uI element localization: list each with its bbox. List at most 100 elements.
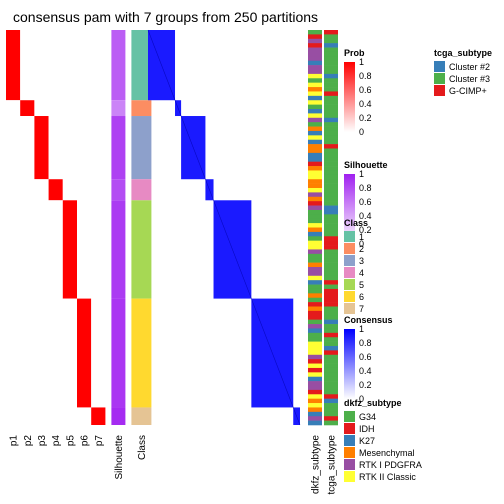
class-legend-title: Class bbox=[344, 218, 368, 228]
dkfz-subtype-cell bbox=[308, 328, 322, 334]
dkfz-subtype-cell bbox=[308, 416, 322, 421]
prob-cell bbox=[77, 200, 92, 299]
dkfz-subtype-cell bbox=[308, 148, 322, 154]
prob-cell bbox=[62, 100, 77, 117]
dkfz-subtype-cell bbox=[308, 174, 322, 180]
tcga-legend-swatch bbox=[434, 61, 445, 72]
class-cell bbox=[131, 200, 152, 299]
dkfz-subtype-cell bbox=[308, 376, 322, 382]
prob-legend-tick: 0.8 bbox=[359, 71, 372, 81]
silhouette-legend-tick: 0.6 bbox=[359, 197, 372, 207]
dkfz-subtype-cell bbox=[308, 310, 322, 316]
prob-cell bbox=[48, 100, 63, 117]
dkfz-subtype-cell bbox=[308, 51, 322, 57]
tcga-subtype-cell bbox=[324, 122, 338, 127]
tcga-subtype-cell bbox=[324, 113, 338, 119]
tcga-subtype-cell bbox=[324, 407, 338, 413]
silhouette-column-label: Silhouette bbox=[114, 435, 125, 480]
tcga-subtype-cell bbox=[324, 284, 338, 290]
dkfz-subtype-cell bbox=[308, 324, 322, 329]
silhouette-cell bbox=[111, 30, 126, 101]
class-legend-swatch bbox=[344, 267, 355, 278]
tcga-subtype-cell bbox=[324, 367, 338, 373]
dkfz-subtype-cell bbox=[308, 223, 322, 228]
tcga-subtype-cell bbox=[324, 139, 338, 145]
prob-cell bbox=[62, 298, 77, 408]
consensus-legend-tick: 0.2 bbox=[359, 380, 372, 390]
tcga-subtype-cell bbox=[324, 306, 338, 312]
tcga-subtype-cell bbox=[324, 403, 338, 408]
tcga-subtype-cell bbox=[324, 78, 338, 83]
prob-cell bbox=[48, 30, 63, 101]
tcga-subtype-cell bbox=[324, 135, 338, 141]
dkfz-subtype-cell bbox=[308, 73, 322, 79]
dkfz-subtype-cell bbox=[308, 381, 322, 386]
prob-cell bbox=[6, 30, 21, 101]
tcga-subtype-cell bbox=[324, 398, 338, 404]
prob-cell bbox=[20, 179, 35, 201]
tcga-subtype-cell bbox=[324, 166, 338, 171]
prob-cell bbox=[20, 116, 35, 180]
class-cell bbox=[131, 100, 152, 117]
tcga-subtype-cell bbox=[324, 95, 338, 101]
class-legend-label: 7 bbox=[359, 304, 364, 314]
tcga-legend-label: G-CIMP+ bbox=[449, 86, 487, 96]
prob-legend-gradient bbox=[344, 62, 355, 132]
tcga-subtype-cell bbox=[324, 82, 338, 88]
tcga-subtype-cell bbox=[324, 188, 338, 193]
class-legend-label: 2 bbox=[359, 244, 364, 254]
prob-cell bbox=[48, 407, 63, 425]
prob-column-label: p3 bbox=[37, 435, 48, 447]
tcga-subtype-cell bbox=[324, 319, 338, 325]
prob-cell bbox=[91, 116, 106, 180]
dkfz-subtype-cell bbox=[308, 372, 322, 378]
class-legend-swatch bbox=[344, 243, 355, 254]
dkfz-subtype-cell bbox=[308, 130, 322, 136]
dkfz-subtype-cell bbox=[308, 214, 322, 220]
dkfz-subtype-cell bbox=[308, 82, 322, 88]
prob-cell bbox=[34, 298, 49, 408]
tcga-subtype-cell bbox=[324, 161, 338, 167]
consensus-legend-tick: 0 bbox=[359, 394, 364, 404]
dkfz-subtype-cell bbox=[308, 236, 322, 241]
dkfz-subtype-cell bbox=[308, 359, 322, 364]
dkfz-subtype-cell bbox=[308, 284, 322, 290]
class-legend-swatch bbox=[344, 279, 355, 290]
tcga-subtype-cell bbox=[324, 249, 338, 255]
prob-cell bbox=[6, 200, 21, 299]
prob-cell bbox=[34, 407, 49, 425]
dkfz-legend-swatch bbox=[344, 411, 355, 422]
tcga-subtype-cell bbox=[324, 218, 338, 224]
prob-cell bbox=[77, 407, 92, 425]
tcga-subtype-cell bbox=[324, 411, 338, 417]
dkfz-subtype-cell bbox=[308, 398, 322, 404]
tcga-subtype-cell bbox=[324, 253, 338, 259]
prob-cell bbox=[6, 100, 21, 117]
dkfz-subtype-cell bbox=[308, 87, 322, 92]
tcga-subtype-cell bbox=[324, 245, 338, 250]
dkfz-subtype-cell bbox=[308, 302, 322, 307]
tcga-subtype-cell bbox=[324, 262, 338, 268]
prob-cell bbox=[20, 30, 35, 101]
dkfz-subtype-cell bbox=[308, 65, 322, 70]
dkfz-subtype-cell bbox=[308, 135, 322, 141]
prob-cell bbox=[48, 298, 63, 408]
dkfz-subtype-cell bbox=[308, 38, 322, 44]
dkfz-subtype-cell bbox=[308, 157, 322, 162]
dkfz-subtype-cell bbox=[308, 196, 322, 202]
dkfz-subtype-cell bbox=[308, 78, 322, 83]
class-legend-label: 5 bbox=[359, 280, 364, 290]
dkfz-subtype-cell bbox=[308, 420, 322, 426]
silhouette-legend-tick: 0.2 bbox=[359, 225, 372, 235]
tcga-subtype-cell bbox=[324, 209, 338, 215]
dkfz-subtype-cell bbox=[308, 170, 322, 176]
prob-cell bbox=[62, 407, 77, 425]
dkfz-subtype-cell bbox=[308, 293, 322, 299]
prob-cell bbox=[91, 30, 106, 101]
tcga-subtype-cell bbox=[324, 60, 338, 66]
prob-cell bbox=[6, 179, 21, 201]
dkfz-subtype-cell bbox=[308, 183, 322, 189]
tcga-subtype-cell bbox=[324, 104, 338, 110]
tcga-subtype-cell bbox=[324, 346, 338, 351]
tcga-subtype-cell bbox=[324, 416, 338, 421]
